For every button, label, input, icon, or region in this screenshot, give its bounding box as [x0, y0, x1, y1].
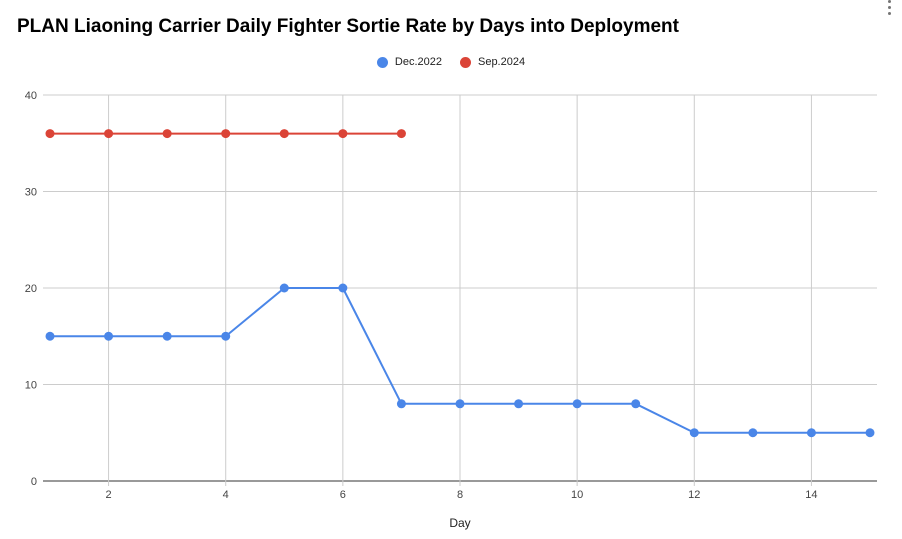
x-tick-label: 8: [457, 489, 463, 501]
x-tick-label: 14: [805, 489, 817, 501]
legend-marker-dec-2022: [376, 56, 388, 68]
data-point-dec-2022[interactable]: [455, 399, 465, 409]
data-point-dec-2022[interactable]: [748, 428, 758, 438]
y-tick-label: 0: [31, 476, 37, 488]
data-point-dec-2022[interactable]: [572, 399, 582, 409]
axes: 0 10 20 30 40 2 4 6 8 10 12 14: [25, 90, 818, 501]
chart-legend: Dec.2022 Sep.2024: [0, 56, 902, 68]
legend-item-sep-2024[interactable]: Sep.2024: [459, 56, 526, 68]
data-point-sep-2024[interactable]: [221, 129, 231, 139]
x-tick-label: 6: [340, 489, 346, 501]
series-layer: [45, 129, 875, 438]
data-point-sep-2024[interactable]: [45, 129, 55, 139]
y-tick-label: 40: [25, 90, 37, 102]
data-point-dec-2022[interactable]: [104, 331, 114, 341]
data-point-sep-2024[interactable]: [396, 129, 406, 139]
chart-title: PLAN Liaoning Carrier Daily Fighter Sort…: [17, 16, 679, 37]
data-point-dec-2022[interactable]: [806, 428, 816, 438]
data-point-dec-2022[interactable]: [396, 399, 406, 409]
data-point-dec-2022[interactable]: [279, 283, 289, 293]
gridlines: [43, 94, 877, 486]
data-point-dec-2022[interactable]: [514, 399, 524, 409]
legend-marker-sep-2024: [459, 56, 471, 68]
y-tick-label: 20: [25, 283, 37, 295]
x-axis-title: Day: [449, 516, 470, 530]
more-options-icon[interactable]: [884, 0, 894, 18]
data-point-dec-2022[interactable]: [631, 399, 641, 409]
x-tick-label: 4: [223, 489, 229, 501]
x-tick-label: 12: [688, 489, 700, 501]
data-point-dec-2022[interactable]: [338, 283, 348, 293]
x-tick-label: 2: [106, 489, 112, 501]
data-point-sep-2024[interactable]: [162, 129, 172, 139]
y-tick-label: 10: [25, 380, 37, 392]
legend-label-sep-2024: Sep.2024: [477, 56, 526, 68]
data-point-sep-2024[interactable]: [338, 129, 348, 139]
data-point-dec-2022[interactable]: [45, 331, 55, 341]
data-point-dec-2022[interactable]: [865, 428, 875, 438]
data-point-dec-2022[interactable]: [221, 331, 231, 341]
x-tick-label: 10: [571, 489, 583, 501]
legend-label-dec-2022: Dec.2022: [394, 56, 442, 68]
data-point-dec-2022[interactable]: [162, 331, 172, 341]
data-point-sep-2024[interactable]: [104, 129, 114, 139]
y-tick-label: 30: [25, 187, 37, 199]
legend-item-dec-2022[interactable]: Dec.2022: [376, 56, 442, 68]
data-point-sep-2024[interactable]: [279, 129, 289, 139]
data-point-dec-2022[interactable]: [689, 428, 699, 438]
